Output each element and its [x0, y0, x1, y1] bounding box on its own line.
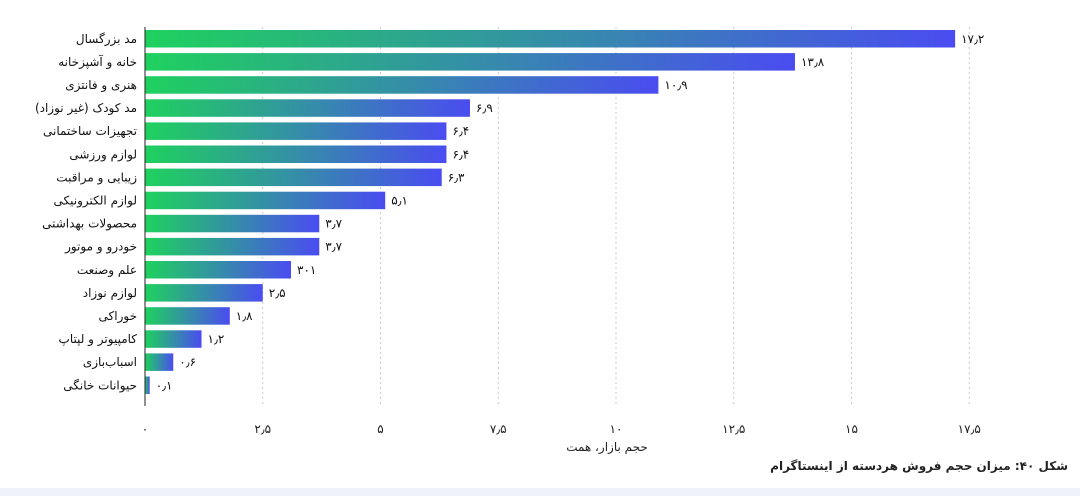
bar-value-label: ۱٫۸: [236, 309, 253, 323]
bar: [145, 237, 320, 256]
bar-value-label: ۵٫۱: [391, 193, 408, 207]
x-tick-label: ۱۷٫۵: [958, 422, 981, 436]
x-tick-label: ۷٫۵: [490, 422, 507, 436]
bar: [145, 76, 659, 94]
bar: [145, 284, 263, 302]
bar-value-label: ۶٫۴: [452, 147, 469, 161]
bar-value-label: ۰٫۱: [156, 378, 173, 392]
category-label: مد بزرگسال: [76, 32, 137, 47]
bar-value-label: ۰٫۶: [179, 355, 196, 369]
bar: [145, 53, 795, 71]
bar: [145, 214, 320, 233]
category-label: اسباب‌بازی: [83, 355, 137, 370]
figure-caption: شکل ۴۰: میزان حجم فروش هردسته از اینستاگ…: [770, 459, 1068, 473]
bar: [145, 122, 447, 140]
bar: [145, 99, 470, 117]
bar: [145, 168, 442, 187]
bar: [145, 307, 230, 325]
bar: [145, 261, 292, 279]
bar-value-label: ۳۰۱: [297, 263, 316, 277]
category-label: خانه و آشپزخانه: [58, 54, 137, 70]
bar-value-label: ۶٫۳: [448, 170, 465, 184]
bar-value-label: ۱۳٫۸: [801, 55, 825, 69]
category-labels: مد بزرگسال خانه و آشپزخانه هنری و فانتزی مد…: [35, 32, 137, 394]
bar-value-label: ۲٫۵: [269, 286, 286, 300]
bar-value-label: ۳٫۷: [325, 240, 342, 254]
category-label: کامپیوتر و لپتاپ: [59, 332, 138, 347]
category-label: لوازم نوزاد: [83, 286, 137, 301]
category-label: محصولات بهداشتی: [42, 217, 137, 232]
bar: [145, 376, 150, 394]
category-label: لوازم الکترونیکی: [54, 193, 137, 208]
category-label: خوراکی: [99, 309, 137, 324]
category-label: هنری و فانتزی: [65, 78, 137, 93]
x-tick-label: ۵: [377, 422, 383, 436]
bars: [145, 30, 956, 394]
category-label: مد کودک (غیر نوزاد): [35, 101, 137, 116]
x-tick-label: ۱۵: [845, 422, 858, 436]
bottom-strip: [0, 488, 1080, 496]
bar: [145, 330, 202, 348]
bar-value-label: ۶٫۹: [476, 101, 493, 115]
x-tick-label: ۱۰: [610, 422, 623, 436]
x-tick-label: ۰: [142, 422, 148, 436]
category-label: حیوانات خانگی: [63, 378, 137, 393]
bar-value-label: ۱۷٫۲: [961, 32, 984, 46]
bar: [145, 145, 447, 163]
bar-value-label: ۳٫۷: [325, 217, 342, 231]
value-labels: ۱۷٫۲ ۱۳٫۸ ۱۰٫۹ ۶٫۹ ۶٫۴ ۶٫۴ ۶٫۳ ۵٫۱ ۳٫۷ ۳٫۷ ۳۰۱ ۲٫۵ ۱…: [156, 32, 985, 393]
x-tick-labels: ۰ ۲٫۵ ۵ ۷٫۵ ۱۰ ۱۲٫۵ ۱۵ ۱۷٫۵: [142, 422, 981, 436]
bar: [145, 191, 386, 210]
category-label: خودرو و موتور: [64, 240, 137, 255]
x-tick-label: ۱۲٫۵: [722, 422, 745, 436]
x-axis-label: حجم بازار، همت: [566, 440, 648, 455]
bar-value-label: ۱۰٫۹: [664, 78, 687, 92]
bar: [145, 30, 956, 48]
bar-value-label: ۱٫۲: [208, 332, 225, 346]
bar-value-label: ۶٫۴: [452, 124, 469, 138]
bar: [145, 353, 174, 371]
x-tick-label: ۲٫۵: [254, 422, 271, 436]
grid-lines: [262, 27, 970, 406]
category-label: علم وصنعت: [77, 263, 137, 278]
category-label: زیبایی و مراقبت: [56, 170, 137, 185]
category-label: لوازم ورزشی: [69, 147, 137, 162]
category-label: تجهیزات ساختمانی: [43, 124, 137, 139]
